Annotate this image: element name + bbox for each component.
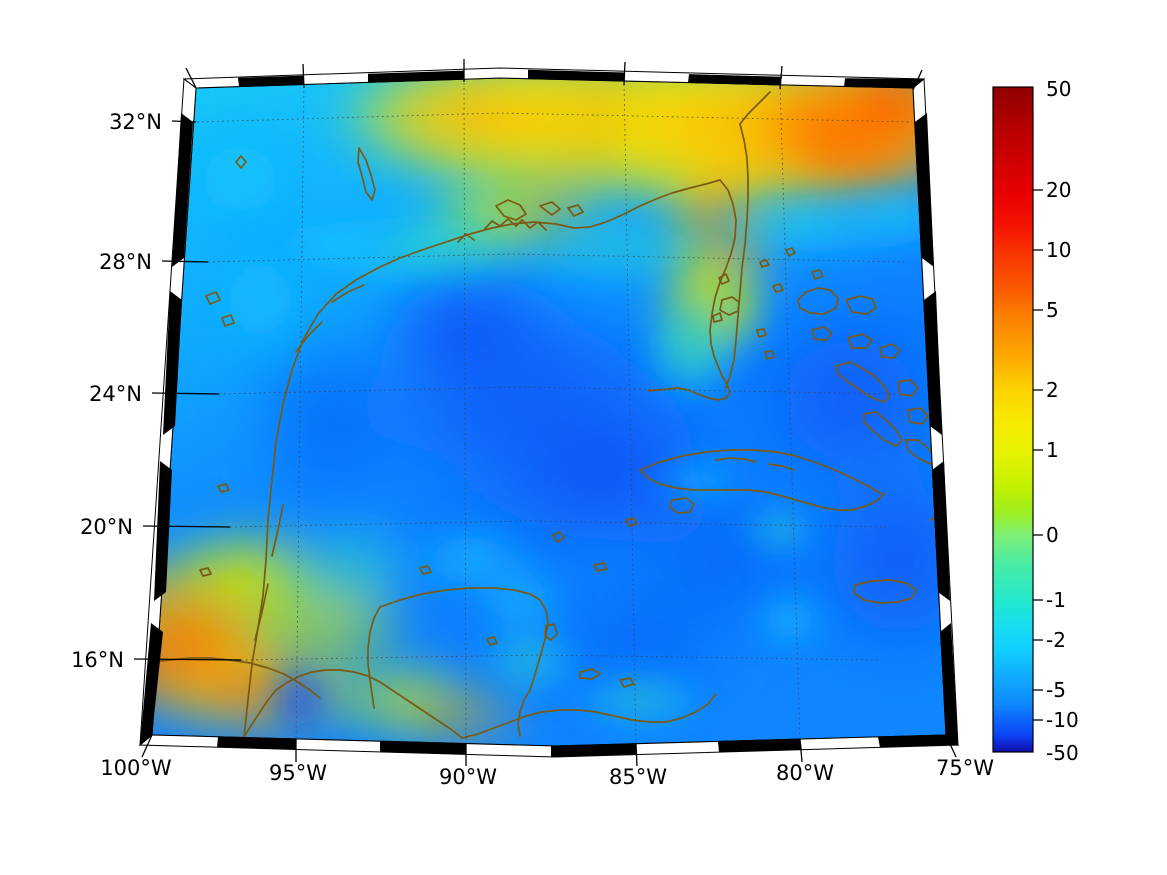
colorbar-label-4: 2 [1046,378,1059,402]
frame-left-ticks [139,78,197,747]
colorbar-label-2: 10 [1046,238,1071,262]
colorbar-gradient[interactable] [992,86,1034,753]
frame-bottom-ticks [138,734,960,758]
ytick-label-1: 28°N [99,250,152,274]
colorbar[interactable]: 50 20 10 5 2 1 0 -1 -2 -5 -10 -50 [992,77,1079,765]
map-frame [133,59,960,767]
frame-top-ticks [182,67,926,89]
colorbar-label-8: -2 [1046,628,1066,652]
xtick-label-2: 90°W [439,765,497,789]
xtick-label-0: 100°W [100,756,172,780]
colorbar-label-9: -5 [1046,678,1066,702]
colorbar-label-0: 50 [1046,77,1071,101]
colorbar-tick-marks [1033,189,1043,721]
colorbar-label-12: -50 [1046,741,1079,765]
longitude-tick-labels: 100°W 95°W 90°W 85°W 80°W 75°W [100,756,994,789]
xtick-label-5: 75°W [936,756,994,780]
ytick-label-4: 16°N [71,648,124,672]
xtick-label-4: 80°W [776,761,834,785]
colorbar-label-5: 1 [1046,438,1059,462]
ytick-label-0: 32°N [109,110,162,134]
frame-right-ticks [912,77,959,747]
colorbar-tick-labels: 50 20 10 5 2 1 0 -1 -2 -5 -10 -50 [1046,77,1079,765]
xtick-label-1: 95°W [269,761,327,785]
ytick-label-3: 20°N [80,515,133,539]
colorbar-label-7: -1 [1046,588,1066,612]
latitude-tick-marks [133,120,242,661]
map-gridlines [196,78,913,746]
latitude-tick-labels: 32°N 28°N 24°N 20°N 16°N [71,110,162,672]
colorbar-label-1: 20 [1046,178,1071,202]
colorbar-label-3: 5 [1046,298,1059,322]
ytick-label-2: 24°N [89,382,142,406]
colorbar-label-10: -10 [1046,708,1079,732]
longitude-tick-marks [141,59,957,767]
colorbar-label-6: 0 [1046,523,1059,547]
xtick-label-3: 85°W [609,765,667,789]
